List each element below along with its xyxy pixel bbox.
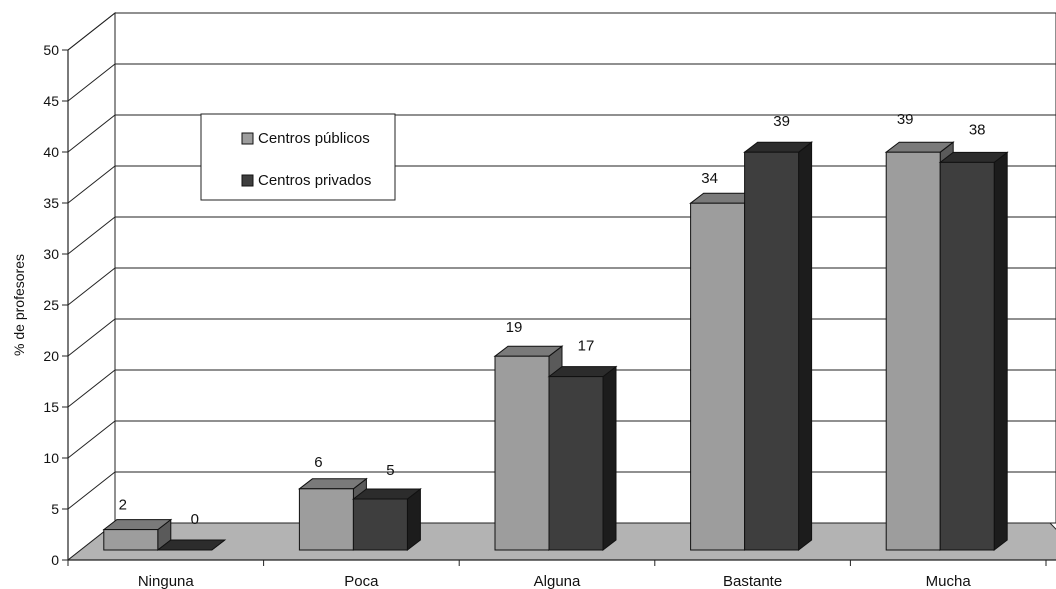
data-label: 2 xyxy=(119,497,127,514)
bar xyxy=(547,365,618,552)
bar xyxy=(938,151,1009,552)
y-tick-label: 10 xyxy=(43,450,59,466)
bar xyxy=(156,539,227,551)
y-tick-label: 0 xyxy=(51,552,59,568)
x-tick-label: Alguna xyxy=(534,573,581,589)
bar-front xyxy=(690,202,746,551)
bar xyxy=(102,518,173,552)
bar xyxy=(351,487,422,552)
data-label: 17 xyxy=(578,338,595,355)
bar-front xyxy=(352,498,408,551)
bar-front xyxy=(298,488,354,551)
y-tick-label: 15 xyxy=(43,399,59,415)
data-label: 39 xyxy=(773,113,790,130)
data-label: 34 xyxy=(701,170,718,187)
y-tick-label: 30 xyxy=(43,246,59,262)
gridline xyxy=(67,165,1056,204)
y-tick-label: 50 xyxy=(43,42,59,58)
x-tick-label: Poca xyxy=(344,573,379,589)
y-tick-label: 45 xyxy=(43,93,59,109)
legend-box xyxy=(200,113,396,201)
bars xyxy=(102,141,1009,552)
gridline xyxy=(67,114,1056,153)
bar-top xyxy=(156,539,227,551)
bar-side xyxy=(406,487,421,552)
bar-front xyxy=(744,151,800,551)
data-labels: 2 0 6 5 19 17 34 39 39 38 xyxy=(119,111,986,528)
bar-front xyxy=(494,355,550,551)
gridline xyxy=(67,12,1056,51)
legend-item: Centros privados xyxy=(241,172,371,189)
x-tick-label: Mucha xyxy=(926,573,972,589)
legend: Centros públicos Centros privados xyxy=(200,113,396,201)
data-label: 6 xyxy=(314,454,322,471)
bar xyxy=(743,141,814,552)
bar-side xyxy=(993,151,1008,552)
x-tick-label: Bastante xyxy=(723,573,782,589)
data-label: 19 xyxy=(506,319,523,336)
data-label: 0 xyxy=(191,511,199,528)
x-axis: Ninguna Poca Alguna Bastante Mucha xyxy=(67,559,1056,589)
legend-label: Centros privados xyxy=(258,172,371,189)
data-label: 38 xyxy=(969,121,986,138)
bar-front xyxy=(548,376,604,551)
y-tick-label: 5 xyxy=(51,501,59,517)
y-axis: 0 5 10 15 20 25 30 35 40 45 50 xyxy=(43,42,69,568)
y-tick-label: 40 xyxy=(43,144,59,160)
data-label: 5 xyxy=(386,462,394,479)
y-tick-label: 35 xyxy=(43,195,59,211)
bar-front xyxy=(939,161,995,551)
legend-label: Centros públicos xyxy=(258,130,370,147)
legend-swatch xyxy=(241,174,254,187)
legend-swatch xyxy=(241,132,254,145)
bar-side xyxy=(798,141,813,552)
bar-side xyxy=(602,365,617,552)
y-tick-label: 20 xyxy=(43,348,59,364)
data-label: 39 xyxy=(897,111,914,128)
bar-front xyxy=(103,529,159,551)
bar-front xyxy=(885,151,941,551)
y-axis-title: % de profesores xyxy=(11,254,27,356)
gridline xyxy=(67,63,1056,102)
y-tick-label: 25 xyxy=(43,297,59,313)
x-tick-label: Ninguna xyxy=(138,573,195,589)
legend-item: Centros públicos xyxy=(241,130,370,147)
